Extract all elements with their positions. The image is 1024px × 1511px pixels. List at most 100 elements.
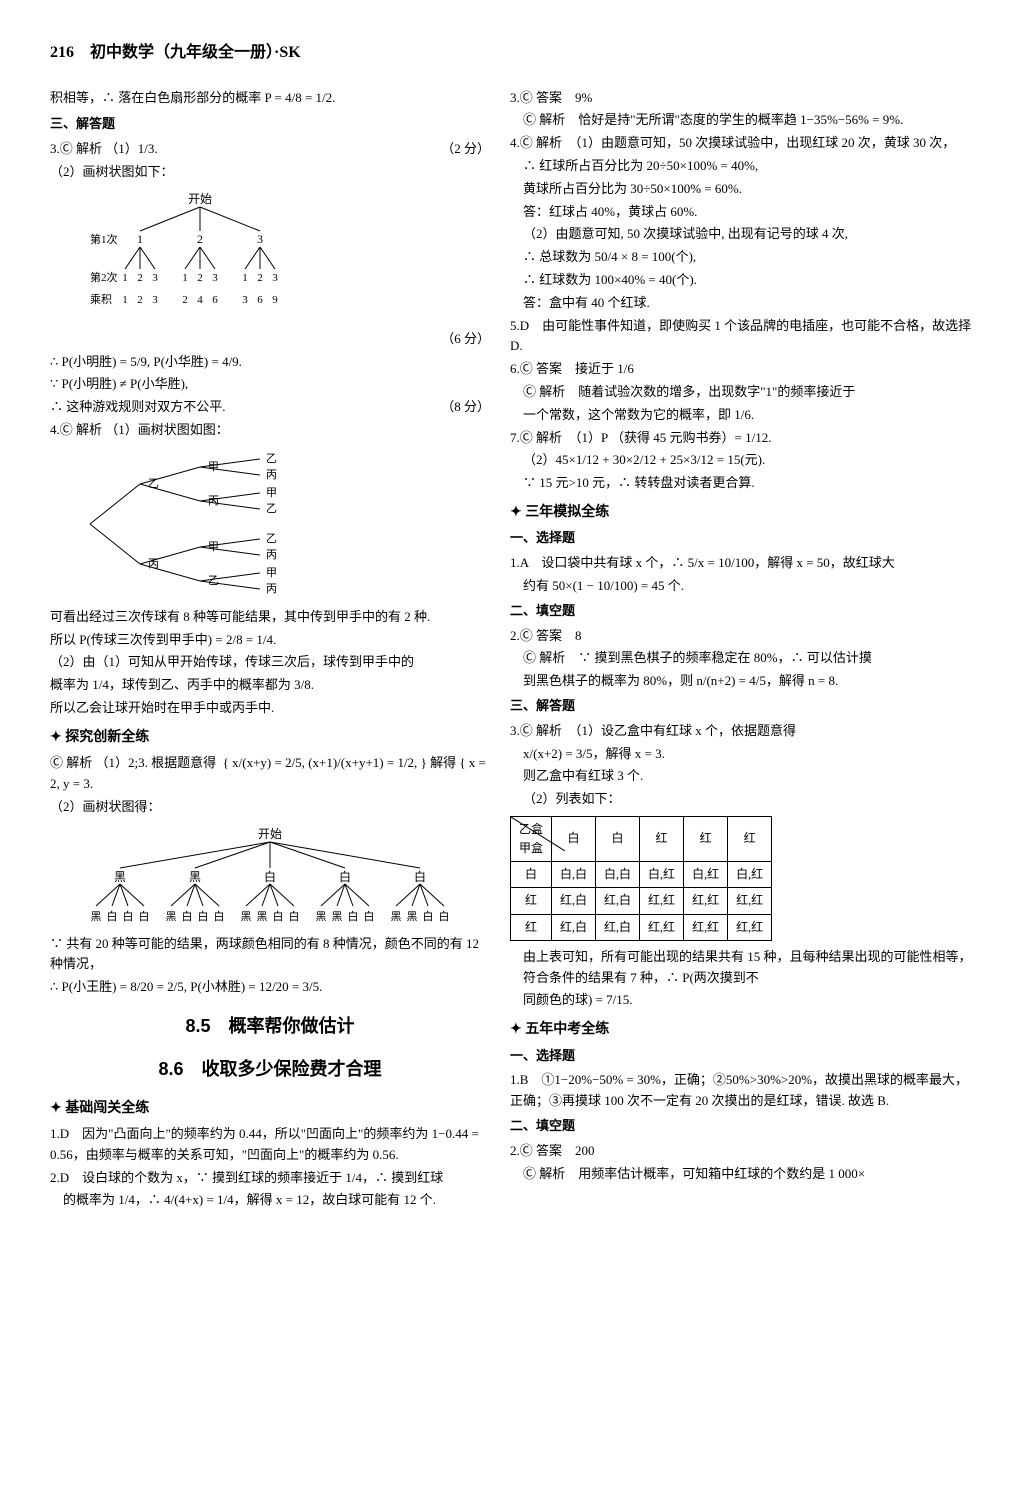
s3a: 3.Ⓒ 解析 （1）设乙盒中有红球 x 个，依据题意得 xyxy=(510,721,974,742)
ex-p2: （2）画树状图得： xyxy=(50,797,490,818)
q3-l1: ∴ P(小明胜) = 5/9, P(小华胜) = 4/9. xyxy=(50,352,490,373)
svg-text:6: 6 xyxy=(212,294,218,306)
svg-text:丙: 丙 xyxy=(266,583,277,595)
q3-l2: ∵ P(小明胜) ≠ P(小华胜), xyxy=(50,374,490,395)
s2b: Ⓒ 解析 ∵ 摸到黑色棋子的频率稳定在 80%，∴ 可以估计摸 xyxy=(510,648,974,669)
table-cell: 红,白 xyxy=(596,888,640,914)
table-cell: 红,红 xyxy=(640,888,684,914)
outcome-table: 乙盒 甲盒 白 白 红 红 红 白白,白白,白白,红白,红白,红红红,白红,白红… xyxy=(510,816,772,941)
svg-text:甲: 甲 xyxy=(208,461,219,473)
col-h: 红 xyxy=(640,816,684,861)
q3-score2: （6 分） xyxy=(50,329,490,350)
svg-text:1: 1 xyxy=(137,232,143,246)
r7c: ∵ 15 元>10 元，∴ 转转盘对读者更合算. xyxy=(510,473,974,494)
svg-text:1: 1 xyxy=(182,272,188,284)
svg-text:3: 3 xyxy=(152,294,158,306)
svg-text:白: 白 xyxy=(439,909,450,923)
tree-diagram-3: 开始 黑 黑 白 白 白 黑白白白黑白白白黑黑白白黑黑白白黑黑白白 xyxy=(70,826,490,926)
tree1-svg: 开始 第1次 1 2 3 第2次 1 2 3 1 2 3 1 2 xyxy=(70,191,330,321)
svg-text:白: 白 xyxy=(123,909,134,923)
r6c: 一个常数，这个常数为它的概率，即 1/6. xyxy=(510,405,974,426)
svg-text:3: 3 xyxy=(212,272,218,284)
svg-text:3: 3 xyxy=(152,272,158,284)
r4h: 答：盒中有 40 个红球. xyxy=(510,293,974,314)
svg-text:3: 3 xyxy=(272,272,278,284)
c2b: Ⓒ 解析 用频率估计概率，可知箱中红球的个数约是 1 000× xyxy=(510,1164,974,1185)
svg-text:2: 2 xyxy=(197,272,203,284)
table-corner: 乙盒 甲盒 xyxy=(511,816,552,861)
svg-text:黑: 黑 xyxy=(166,910,177,923)
svg-text:白: 白 xyxy=(364,909,375,923)
s1b: 约有 50×(1 − 10/100) = 45 个. xyxy=(510,576,974,597)
left-column: 积相等，∴ 落在白色扇形部分的概率 P = 4/8 = 1/2. 三、解答题 3… xyxy=(50,86,490,1214)
r4b: ∴ 红球所占百分比为 20÷50×100% = 40%, xyxy=(510,156,974,177)
table-cell: 白,红 xyxy=(684,862,728,888)
q4-t5: 所以乙会让球开始时在甲手中或丙手中. xyxy=(50,698,490,719)
svg-text:黑: 黑 xyxy=(332,910,343,923)
table-row: 红红,白红,白红,红红,红红,红 xyxy=(511,888,772,914)
table-cell: 白,红 xyxy=(728,862,772,888)
title-86: 8.6 收取多少保险费才合理 xyxy=(50,1055,490,1084)
table-cell: 红,红 xyxy=(640,914,684,940)
r4f: ∴ 总球数为 50/4 × 8 = 100(个), xyxy=(510,247,974,268)
section3-heading: 三、解答题 xyxy=(50,114,490,135)
svg-text:甲: 甲 xyxy=(266,487,277,499)
c2t: 二、填空题 xyxy=(510,1116,974,1137)
svg-text:白: 白 xyxy=(289,909,300,923)
svg-text:乘积: 乘积 xyxy=(90,293,112,306)
s2t: 二、填空题 xyxy=(510,601,974,622)
s1a: 1.A 设口袋中共有球 x 个，∴ 5/x = 10/100，解得 x = 50… xyxy=(510,553,974,574)
tree3-svg: 开始 黑 黑 白 白 白 黑白白白黑白白白黑黑白白黑黑白白黑黑白白 xyxy=(70,826,470,926)
r4e: （2）由题意可知, 50 次摸球试验中, 出现有记号的球 4 次, xyxy=(510,224,974,245)
svg-text:黑: 黑 xyxy=(407,910,418,923)
s3c: 则乙盒中有红球 3 个. xyxy=(510,766,974,787)
r4c: 黄球所占百分比为 30÷50×100% = 60%. xyxy=(510,179,974,200)
svg-text:黑: 黑 xyxy=(257,910,268,923)
row-header: 红 xyxy=(511,888,552,914)
s1t: 一、选择题 xyxy=(510,528,974,549)
svg-text:2: 2 xyxy=(182,294,188,306)
table-row: 红红,白红,白红,红红,红红,红 xyxy=(511,914,772,940)
row-header: 白 xyxy=(511,862,552,888)
svg-text:1: 1 xyxy=(122,272,128,284)
ex-t1: ∵ 共有 20 种等可能的结果，两球颜色相同的有 8 种情况，颜色不同的有 12… xyxy=(50,934,490,976)
svg-text:丙: 丙 xyxy=(148,558,159,570)
r3: 3.Ⓒ 答案 9% xyxy=(510,88,974,109)
col-h: 红 xyxy=(728,816,772,861)
tree-diagram-2: 乙 丙 甲 丙 甲 乙 乙 丙 甲 乙 乙 丙 甲 丙 xyxy=(70,449,490,599)
svg-text:白: 白 xyxy=(198,909,209,923)
svg-text:2: 2 xyxy=(137,272,143,284)
svg-text:乙: 乙 xyxy=(148,477,159,490)
main-columns: 积相等，∴ 落在白色扇形部分的概率 P = 4/8 = 1/2. 三、解答题 3… xyxy=(50,86,974,1214)
s3t: 三、解答题 xyxy=(510,696,974,717)
svg-text:2: 2 xyxy=(137,294,143,306)
s3b: x/(x+2) = 3/5，解得 x = 3. xyxy=(510,744,974,765)
table-cell: 红,白 xyxy=(552,888,596,914)
svg-text:白: 白 xyxy=(273,909,284,923)
r6b: Ⓒ 解析 随着试验次数的增多，出现数字"1"的频率接近于 xyxy=(510,382,974,403)
svg-text:白: 白 xyxy=(348,909,359,923)
s2c: 到黑色棋子的概率为 80%，则 n/(n+2) = 4/5，解得 n = 8. xyxy=(510,671,974,692)
star-basic: 基础闯关全练 xyxy=(50,1098,490,1120)
col-h: 红 xyxy=(684,816,728,861)
q4-t1: 可看出经过三次传球有 8 种等可能结果，其中传到甲手中的有 2 种. xyxy=(50,607,490,628)
page-number: 216 xyxy=(50,44,74,61)
title-85: 8.5 概率帮你做估计 xyxy=(50,1012,490,1041)
svg-text:3: 3 xyxy=(257,232,263,246)
svg-text:黑: 黑 xyxy=(91,910,102,923)
svg-text:白: 白 xyxy=(139,909,150,923)
r5: 5.D 由可能性事件知道，即使购买 1 个该品牌的电插座，也可能不合格，故选择 … xyxy=(510,316,974,358)
svg-text:甲: 甲 xyxy=(208,541,219,553)
r7a: 7.Ⓒ 解析 （1）P （获得 45 元购书券）= 1/12. xyxy=(510,428,974,449)
q4-label: 4.Ⓒ 解析 （1）画树状图如图： xyxy=(50,420,490,441)
svg-text:丙: 丙 xyxy=(266,549,277,561)
tree2-svg: 乙 丙 甲 丙 甲 乙 乙 丙 甲 乙 乙 丙 甲 丙 xyxy=(70,449,290,599)
tree-diagram-1: 开始 第1次 1 2 3 第2次 1 2 3 1 2 3 1 2 xyxy=(70,191,490,321)
svg-text:第2次: 第2次 xyxy=(90,270,118,284)
s3d: （2）列表如下： xyxy=(510,789,974,810)
b2a: 2.D 设白球的个数为 x，∵ 摸到红球的频率接近于 1/4，∴ 摸到红球 xyxy=(50,1168,490,1189)
svg-text:乙: 乙 xyxy=(266,452,277,465)
table-cell: 红,红 xyxy=(728,888,772,914)
svg-text:白: 白 xyxy=(182,909,193,923)
table-cell: 红,红 xyxy=(684,914,728,940)
